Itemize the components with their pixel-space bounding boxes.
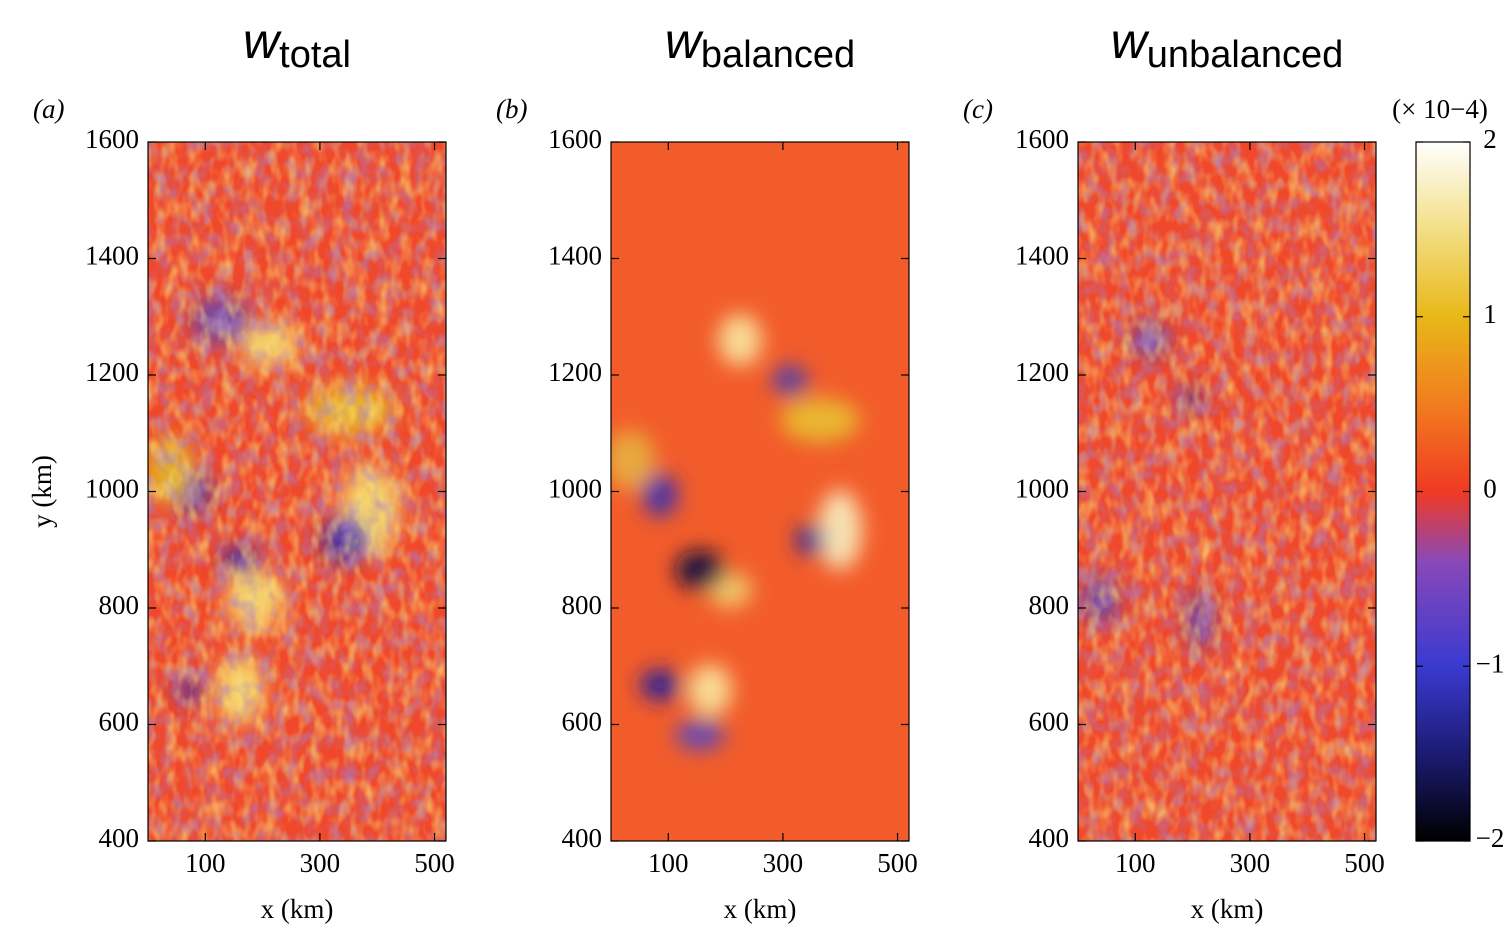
y-tick-label: 1000 — [548, 474, 602, 504]
colorbar-tick-label: −1 — [1476, 648, 1505, 678]
y-tick-label: 1600 — [85, 124, 139, 154]
title-subscript: total — [279, 34, 351, 76]
heatmap-noise — [148, 142, 446, 841]
panel-title: wunbalanced — [1111, 13, 1344, 76]
y-tick-label: 800 — [1029, 590, 1070, 620]
title-symbol: w — [1111, 13, 1150, 69]
colorbar-tick-label: 0 — [1483, 474, 1497, 504]
colorbar-label: (× 10−4) — [1392, 94, 1488, 124]
y-tick-label: 1400 — [85, 241, 139, 271]
y-tick-label: 1400 — [548, 241, 602, 271]
panel-label: (b) — [496, 94, 527, 124]
y-tick-label: 1200 — [85, 357, 139, 387]
heatmap-feature — [675, 720, 725, 750]
heatmap-feature — [688, 664, 732, 716]
heatmap-features — [611, 314, 862, 750]
colorbar — [1415, 141, 1471, 842]
title-subscript: unbalanced — [1147, 34, 1344, 76]
panel-title: wtotal — [243, 13, 351, 76]
heatmap — [611, 142, 909, 841]
heatmap-feature — [818, 490, 862, 570]
y-tick-label: 1400 — [1015, 241, 1069, 271]
y-tick-label: 800 — [562, 590, 603, 620]
x-tick-label: 100 — [1115, 848, 1156, 878]
x-axis-label: x (km) — [1191, 894, 1264, 924]
colorbar-tick-label: 2 — [1483, 124, 1497, 154]
heatmap-feature — [718, 314, 762, 366]
colorbar-tick-label: −2 — [1476, 823, 1505, 853]
y-tick-label: 600 — [562, 707, 603, 737]
y-tick-label: 1000 — [1015, 474, 1069, 504]
y-tick-label: 1200 — [1015, 357, 1069, 387]
y-tick-label: 400 — [99, 823, 140, 853]
title-symbol: w — [243, 13, 282, 69]
heatmap — [1078, 142, 1376, 841]
x-tick-label: 500 — [1344, 848, 1385, 878]
x-axis-label: x (km) — [724, 894, 797, 924]
x-tick-label: 500 — [877, 848, 918, 878]
colorbar-tick-label: 1 — [1483, 299, 1497, 329]
x-tick-label: 500 — [414, 848, 455, 878]
heatmap-feature — [611, 430, 655, 490]
y-tick-label: 1200 — [548, 357, 602, 387]
heatmap-feature — [640, 669, 680, 701]
y-tick-label: 1600 — [548, 124, 602, 154]
heatmap-feature — [642, 473, 678, 517]
x-tick-label: 100 — [185, 848, 226, 878]
y-tick-label: 600 — [1029, 707, 1070, 737]
heatmap-feature — [795, 525, 825, 555]
x-tick-label: 100 — [648, 848, 689, 878]
y-axis-label: y (km) — [27, 455, 57, 528]
panel-title: wbalanced — [665, 13, 855, 76]
x-tick-label: 300 — [1230, 848, 1271, 878]
heatmap-noise — [1078, 142, 1376, 841]
y-tick-label: 400 — [1029, 823, 1070, 853]
y-tick-label: 800 — [99, 590, 140, 620]
y-tick-label: 1600 — [1015, 124, 1069, 154]
title-subscript: balanced — [701, 34, 855, 76]
heatmap-feature — [675, 550, 725, 590]
y-tick-label: 600 — [99, 707, 140, 737]
heatmap-feature — [772, 365, 808, 395]
x-axis-label: x (km) — [261, 894, 334, 924]
panel-label: (c) — [963, 94, 993, 124]
y-tick-label: 400 — [562, 823, 603, 853]
title-symbol: w — [665, 13, 704, 69]
panel-label: (a) — [33, 94, 64, 124]
heatmap-feature — [780, 398, 860, 442]
heatmap — [148, 142, 446, 841]
x-tick-label: 300 — [300, 848, 341, 878]
x-tick-label: 300 — [763, 848, 804, 878]
y-tick-label: 1000 — [85, 474, 139, 504]
